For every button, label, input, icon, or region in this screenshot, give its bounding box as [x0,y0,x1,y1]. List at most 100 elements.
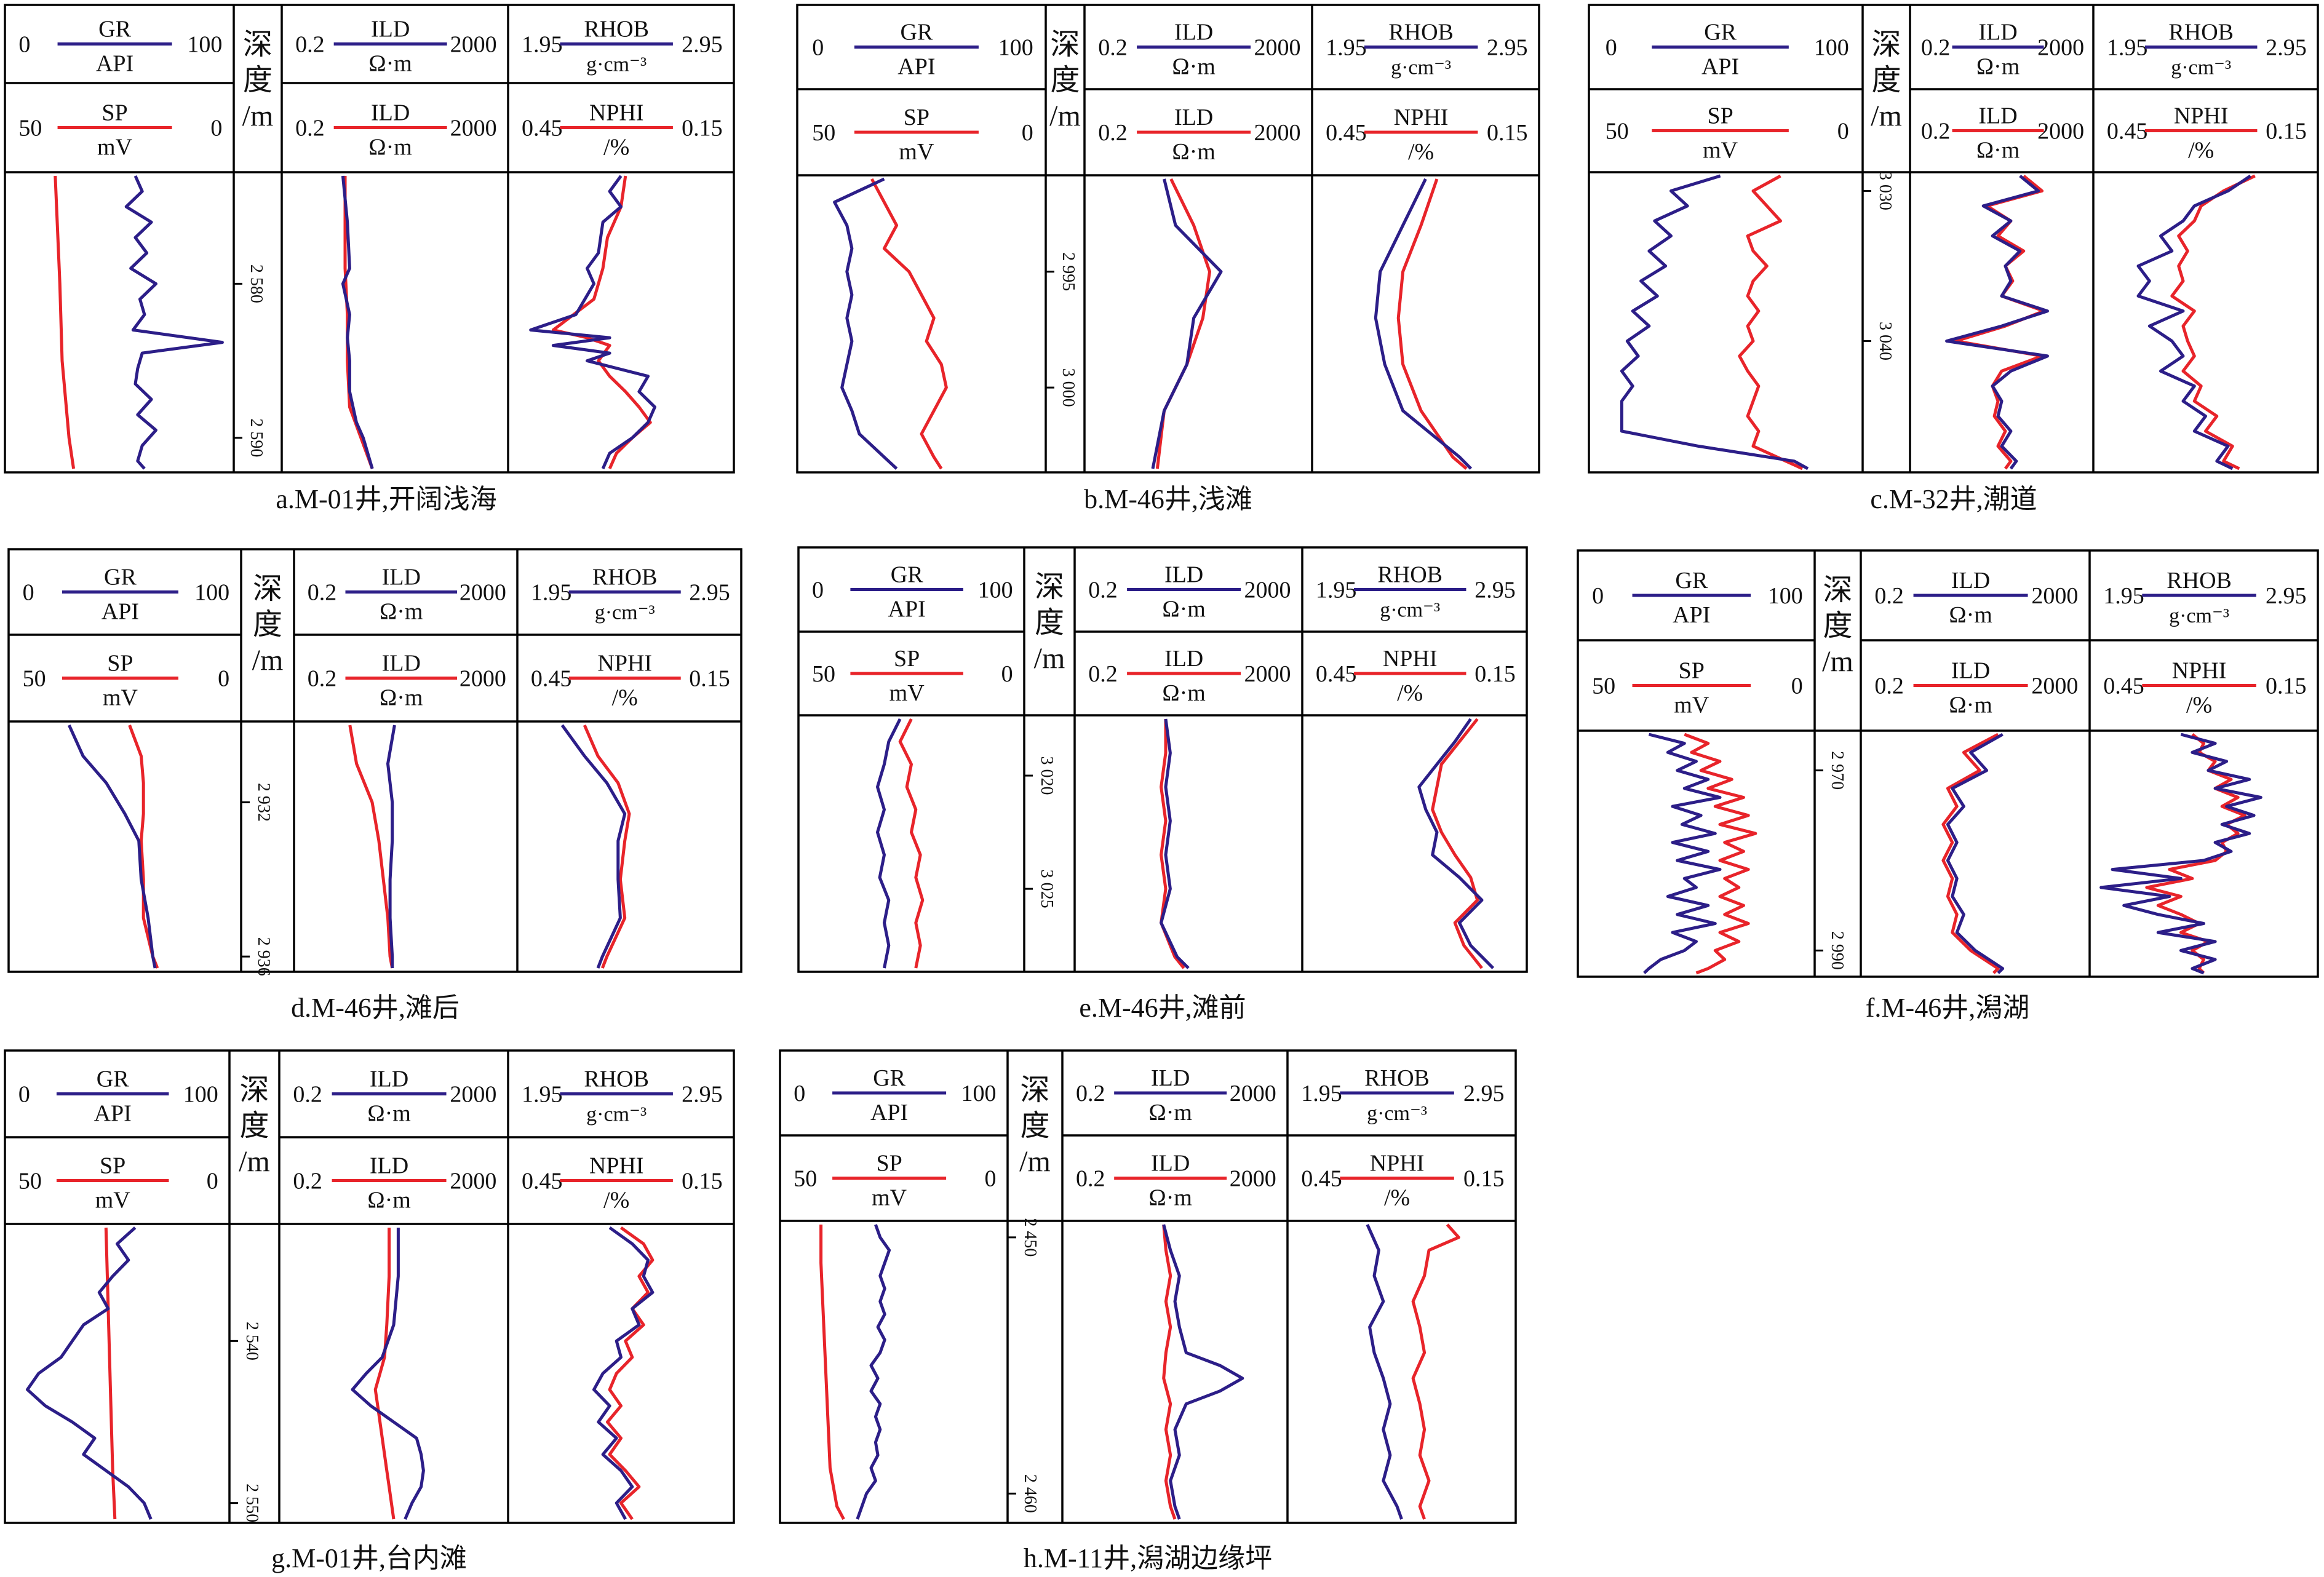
gr-curve-unit: API [897,54,935,80]
panel-caption: d.M-46井,滩后 [291,993,460,1023]
ild-shallow-curve-unit: Ω·m [1976,138,2020,164]
ild-deep-scale-min: 0.2 [1088,578,1118,603]
depth-axis-label: 度 [1871,64,1901,97]
nphi-curve-unit: /% [1384,1185,1410,1211]
nphi-curve [606,1226,655,1520]
panel-frame [4,1049,735,1524]
ild-deep-scale-min: 0.2 [293,1082,322,1108]
sp-scale-max: 0 [218,666,229,692]
rhob-scale-max: 2.95 [682,1082,723,1108]
sp-curve-unit: mV [889,680,925,706]
gr-curve [1643,733,1722,974]
sp-scale-min: 50 [794,1166,817,1192]
depth-axis-label: 度 [1035,606,1064,639]
depth-axis-label: 深 [1020,1074,1049,1106]
depth-axis-label: 度 [243,64,273,97]
gr-scale-min: 0 [812,35,824,61]
depth-axis-label: /m [1822,645,1853,678]
rhob-curve-name: RHOB [2168,20,2234,46]
rhob-curve-name: RHOB [1377,562,1443,588]
sp-scale-min: 50 [1606,119,1629,145]
rhob-scale-max: 2.95 [2266,583,2307,609]
depth-axis-label: 度 [1050,64,1080,97]
rhob-curve-unit: g·cm⁻³ [586,1103,647,1126]
ild-deep-scale-max: 2000 [1230,1081,1276,1106]
ild-shallow-scale-min: 0.2 [293,1169,322,1194]
depth-tick-label: 3 030 [1876,172,1895,210]
depth-axis-label: /m [1019,1145,1051,1178]
rhob-curve-unit: g·cm⁻³ [586,54,647,76]
sp-scale-min: 50 [23,666,46,692]
ild-shallow-scale-min: 0.2 [1088,661,1118,687]
gr-curve [856,1224,891,1520]
ild-deep-scale-max: 2000 [2037,35,2084,61]
gr-scale-max: 100 [183,1082,218,1108]
depth-axis-label: 度 [239,1110,269,1142]
gr-scale-min: 0 [1606,35,1617,61]
sp-scale-max: 0 [1001,661,1013,687]
gr-curve-name: GR [97,1067,129,1092]
ild-shallow-scale-min: 0.2 [308,666,337,692]
rhob-curve-unit: g·cm⁻³ [2169,605,2229,627]
gr-curve-unit: API [888,597,926,622]
rhob-scale-min: 1.95 [1326,35,1367,61]
ild-shallow-curve-name: ILD [1951,658,1990,684]
depth-axis-label: /m [1034,642,1065,675]
panel-frame [797,546,1528,973]
nphi-curve-name: NPHI [2172,658,2227,684]
sp-curve [1684,733,1757,975]
rhob-scale-min: 1.95 [1301,1081,1342,1106]
nphi-curve-name: NPHI [1383,646,1438,672]
log-panel-g: 0 100 GR API 50 0 SP mV 0.2 2000 ILD Ω·m 0.2 2000 ILD Ω… [4,1049,735,1524]
nphi-scale-max: 0.15 [1474,661,1516,687]
nphi-scale-max: 0.15 [2266,119,2307,145]
ild-deep-curve-name: ILD [371,17,410,42]
ild-deep-curve-name: ILD [1164,562,1203,588]
rhob-scale-max: 2.95 [1474,578,1516,603]
rhob-curve [1417,718,1495,969]
gr-curve [124,175,224,470]
ild-shallow-curve-unit: Ω·m [1172,139,1215,165]
ild-shallow-curve-name: ILD [382,651,421,677]
sp-curve-unit: mV [1703,138,1738,164]
rhob-scale-min: 1.95 [2103,583,2144,609]
ild-deep-curve-unit: Ω·m [367,1101,410,1127]
depth-axis-label: 深 [1035,571,1064,603]
gr-curve-name: GR [104,565,137,590]
panel-caption: h.M-11井,潟湖边缘坪 [1024,1543,1272,1573]
panel-frame [796,4,1540,474]
ild-shallow-curve-name: ILD [1151,1151,1190,1177]
nphi-curve-unit: /% [612,685,638,711]
ild-shallow-scale-min: 0.2 [295,116,324,141]
nphi-curve-unit: /% [1408,139,1434,165]
rhob-scale-min: 1.95 [522,32,563,58]
sp-scale-min: 50 [812,120,835,146]
sp-curve [1738,174,1804,471]
gr-scale-min: 0 [18,1082,30,1108]
ild-deep-curve-name: ILD [1951,568,1990,594]
sp-scale-max: 0 [1022,120,1033,146]
gr-curve-name: GR [1704,20,1737,46]
ild-shallow-scale-max: 2000 [460,666,506,692]
gr-scale-max: 100 [187,32,222,58]
gr-curve-name: GR [873,1065,905,1091]
panel-frame [779,1049,1517,1524]
depth-tick-label: 2 450 [1021,1218,1040,1257]
ild-deep-curve-unit: Ω·m [1148,1100,1192,1126]
rhob-curve [1366,1223,1403,1520]
rhob-curve [529,175,656,470]
sp-scale-max: 0 [207,1169,218,1194]
sp-curve-name: SP [101,100,127,126]
depth-tick-label: 2 932 [254,783,273,822]
ild-deep-curve [1162,1224,1244,1520]
log-panel-f: 0 100 GR API 50 0 SP mV 0.2 2000 ILD Ω·m 0.2 2000 ILD Ω… [1577,549,2319,978]
sp-curve-name: SP [1707,103,1733,129]
ild-shallow-curve [1162,1224,1177,1520]
rhob-curve [1374,178,1473,470]
depth-tick-label: 2 590 [247,418,266,457]
depth-tick-label: 2 540 [242,1322,261,1361]
rhob-curve-name: RHOB [1388,20,1454,46]
rhob-scale-max: 2.95 [1463,1081,1505,1106]
nphi-curve [1431,718,1483,969]
sp-scale-min: 50 [812,661,835,687]
